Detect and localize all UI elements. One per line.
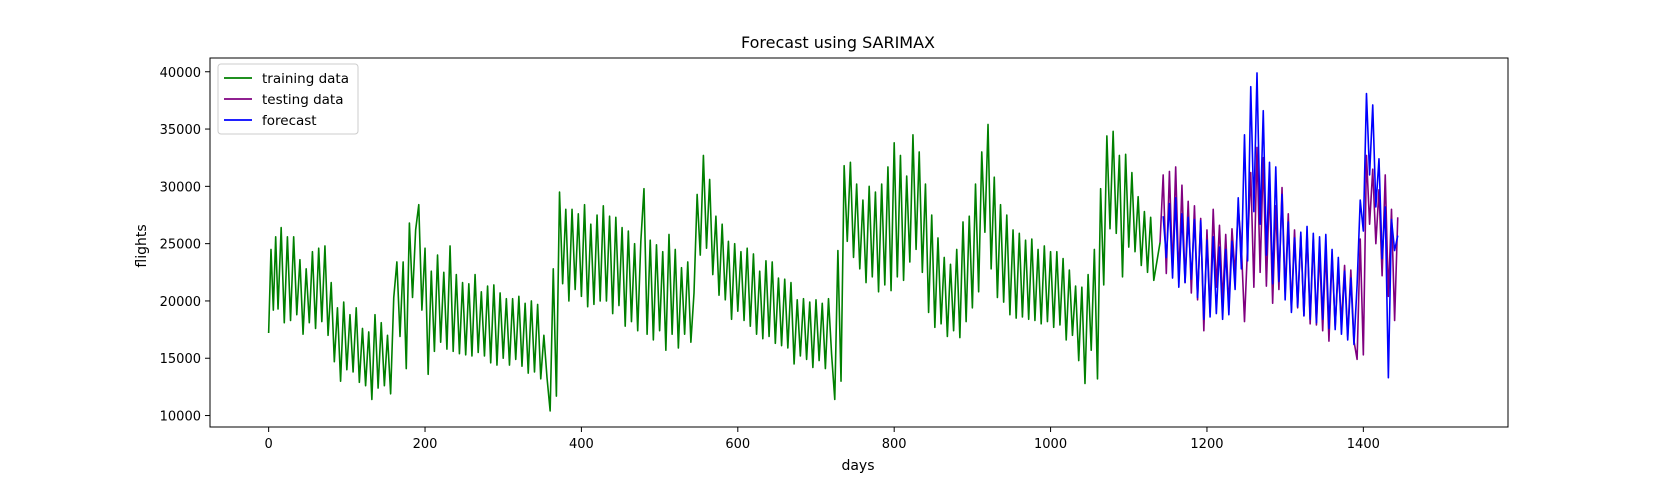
y-tick-label: 30000 xyxy=(160,180,201,195)
y-tick-label: 35000 xyxy=(160,123,201,138)
x-axis-label: days xyxy=(841,458,874,474)
series-line-training-data xyxy=(267,123,1161,412)
series-line-forecast xyxy=(1162,72,1399,379)
x-tick-label: 800 xyxy=(882,437,907,452)
y-axis-label: flights xyxy=(134,224,150,267)
x-tick-label: 200 xyxy=(413,437,438,452)
legend-label: training data xyxy=(262,71,349,87)
plot-frame xyxy=(209,57,1509,428)
x-tick-label: 1400 xyxy=(1347,437,1380,452)
y-tick-label: 10000 xyxy=(160,410,201,425)
x-tick-label: 400 xyxy=(569,437,594,452)
y-axis-ticks: 10000 15000 20000 25000 30000 35000 40000 xyxy=(160,66,210,425)
y-tick-label: 25000 xyxy=(160,238,201,253)
x-axis-ticks: 0 200 400 600 800 1000 1200 1400 xyxy=(265,427,1380,452)
legend-box xyxy=(217,63,359,135)
x-tick-label: 0 xyxy=(265,437,273,452)
legend: training data testing data forecast xyxy=(217,63,359,135)
y-tick-label: 20000 xyxy=(160,295,201,310)
y-tick-label: 40000 xyxy=(160,66,201,81)
chart-title: Forecast using SARIMAX xyxy=(741,33,935,52)
plot-area xyxy=(267,72,1399,412)
x-tick-label: 600 xyxy=(725,437,750,452)
legend-label: testing data xyxy=(262,92,344,108)
y-tick-label: 15000 xyxy=(160,352,201,367)
x-tick-label: 1200 xyxy=(1190,437,1223,452)
legend-label: forecast xyxy=(262,113,317,129)
x-tick-label: 1000 xyxy=(1034,437,1067,452)
